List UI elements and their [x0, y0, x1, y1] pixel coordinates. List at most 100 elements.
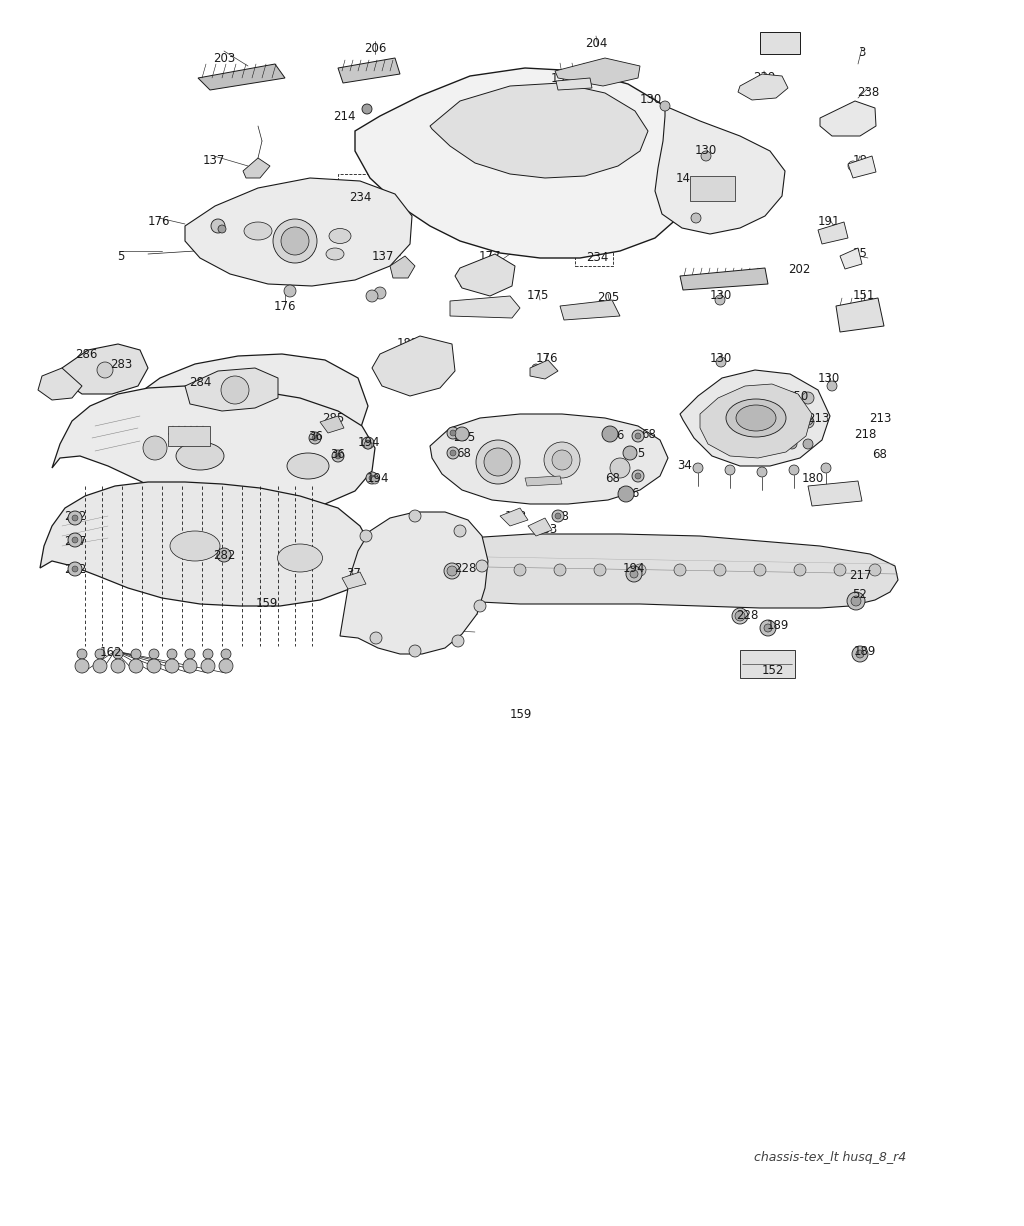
Text: 3: 3 — [858, 45, 865, 59]
Text: 137: 137 — [203, 153, 225, 167]
Circle shape — [366, 291, 378, 302]
Polygon shape — [138, 354, 368, 459]
Bar — [740, 650, 795, 678]
Circle shape — [770, 439, 780, 449]
Circle shape — [68, 533, 82, 547]
Text: 36: 36 — [308, 429, 324, 443]
Circle shape — [714, 564, 726, 576]
Polygon shape — [738, 74, 788, 101]
Circle shape — [309, 432, 321, 444]
Circle shape — [284, 284, 296, 297]
Circle shape — [474, 600, 486, 612]
Circle shape — [468, 270, 480, 282]
Text: 176: 176 — [147, 215, 170, 228]
Polygon shape — [390, 256, 415, 278]
Circle shape — [674, 564, 686, 576]
Circle shape — [374, 287, 386, 299]
Polygon shape — [848, 156, 876, 178]
Polygon shape — [62, 345, 148, 394]
Polygon shape — [342, 573, 366, 588]
Circle shape — [129, 660, 143, 673]
Ellipse shape — [326, 248, 344, 260]
Circle shape — [68, 511, 82, 525]
Polygon shape — [808, 481, 862, 506]
Circle shape — [787, 439, 797, 449]
Circle shape — [476, 440, 520, 484]
Text: 194: 194 — [367, 472, 389, 484]
Circle shape — [454, 525, 466, 537]
Circle shape — [769, 392, 781, 405]
Polygon shape — [372, 336, 455, 396]
Circle shape — [803, 414, 813, 425]
Circle shape — [693, 463, 703, 473]
Text: 176: 176 — [273, 299, 296, 313]
Circle shape — [757, 467, 767, 477]
Circle shape — [632, 430, 644, 443]
Text: 205: 205 — [597, 291, 620, 304]
Text: 284: 284 — [188, 375, 211, 389]
Text: 68: 68 — [642, 428, 656, 440]
Circle shape — [869, 564, 881, 576]
Text: 152: 152 — [762, 663, 784, 677]
Circle shape — [794, 564, 806, 576]
Circle shape — [75, 660, 89, 673]
Polygon shape — [338, 58, 400, 83]
Circle shape — [450, 450, 456, 456]
Ellipse shape — [176, 443, 224, 470]
Polygon shape — [450, 295, 520, 318]
Ellipse shape — [244, 222, 272, 240]
Polygon shape — [556, 78, 592, 89]
Polygon shape — [455, 254, 515, 295]
Circle shape — [660, 101, 670, 112]
Text: 130: 130 — [818, 371, 840, 385]
Text: 176: 176 — [536, 352, 558, 364]
Circle shape — [165, 660, 179, 673]
Circle shape — [725, 465, 735, 474]
Circle shape — [447, 447, 459, 459]
Circle shape — [450, 430, 456, 436]
Polygon shape — [38, 368, 82, 400]
Text: 25: 25 — [853, 246, 867, 260]
Circle shape — [552, 450, 572, 470]
Circle shape — [701, 151, 711, 161]
Polygon shape — [555, 58, 640, 86]
Circle shape — [455, 427, 469, 441]
Circle shape — [552, 510, 564, 522]
Circle shape — [852, 646, 868, 662]
Circle shape — [447, 427, 459, 439]
Polygon shape — [680, 268, 768, 291]
Text: 151: 151 — [853, 288, 876, 302]
Circle shape — [544, 443, 580, 478]
Text: 282: 282 — [63, 563, 86, 575]
Text: 199: 199 — [167, 432, 189, 445]
Text: 68: 68 — [605, 472, 621, 484]
Text: 228: 228 — [454, 562, 476, 575]
Bar — [760, 32, 800, 54]
Circle shape — [95, 649, 105, 660]
Circle shape — [68, 562, 82, 576]
Text: 239: 239 — [753, 71, 775, 83]
Circle shape — [72, 515, 78, 521]
Circle shape — [93, 660, 106, 673]
Text: 34: 34 — [678, 459, 692, 472]
Ellipse shape — [287, 452, 329, 479]
Circle shape — [332, 450, 344, 462]
Circle shape — [803, 439, 813, 449]
Text: 235: 235 — [623, 446, 645, 460]
Circle shape — [113, 649, 123, 660]
Circle shape — [610, 459, 630, 478]
Text: 182: 182 — [397, 336, 419, 349]
Circle shape — [484, 447, 512, 476]
Circle shape — [360, 530, 372, 542]
Polygon shape — [560, 300, 620, 320]
Text: 282: 282 — [213, 548, 236, 562]
Text: 297: 297 — [764, 38, 786, 50]
Circle shape — [312, 435, 318, 441]
Polygon shape — [355, 67, 700, 257]
Polygon shape — [243, 158, 270, 178]
Text: 213: 213 — [807, 412, 829, 424]
Circle shape — [514, 564, 526, 576]
Text: 177: 177 — [479, 250, 502, 262]
Circle shape — [143, 436, 167, 460]
Polygon shape — [528, 519, 552, 536]
